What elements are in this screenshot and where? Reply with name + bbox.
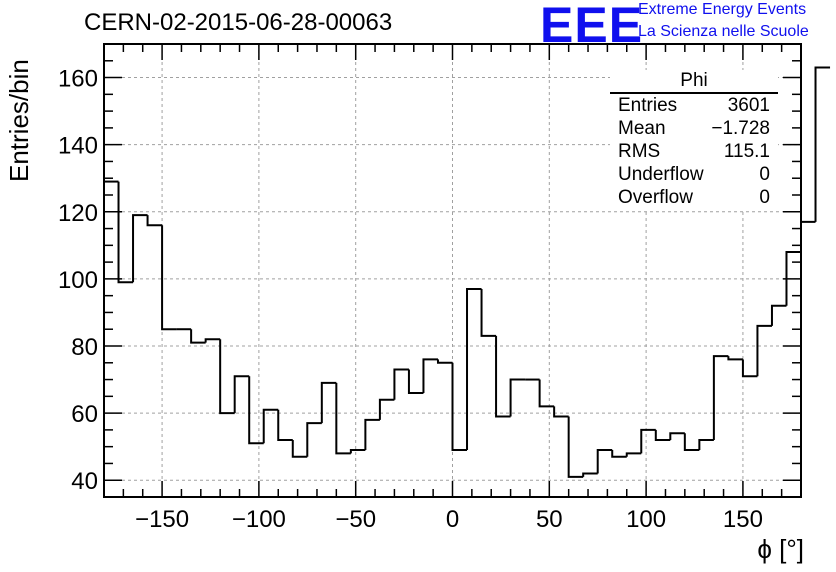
stats-value: 0 xyxy=(759,164,770,185)
stats-value: 3601 xyxy=(727,95,770,116)
histogram-bin xyxy=(349,449,366,454)
histogram-bin xyxy=(451,362,468,452)
stats-label: RMS xyxy=(618,141,661,162)
stats-title: Phi xyxy=(610,70,778,94)
histogram-bin xyxy=(640,428,656,454)
histogram-bin xyxy=(436,359,453,364)
histogram-bin xyxy=(654,429,671,441)
histogram-bin xyxy=(712,355,729,440)
histogram-bin xyxy=(683,433,700,452)
y-tick-label: 140 xyxy=(58,133,98,160)
histogram-bin xyxy=(190,329,206,344)
stats-value: −1.728 xyxy=(711,118,770,139)
stats-label: Mean xyxy=(618,118,666,139)
histogram-bin xyxy=(306,422,322,457)
histogram-bin xyxy=(262,408,279,444)
x-tick-label: −100 xyxy=(232,506,286,533)
y-tick-label: 100 xyxy=(58,267,98,294)
histogram-bin xyxy=(538,379,555,408)
logo-line-2: La Scienza nelle Scuole xyxy=(638,23,809,40)
histogram-bin xyxy=(132,214,148,283)
histogram-bin xyxy=(553,406,569,418)
histogram-bin xyxy=(364,418,380,451)
histogram-bin xyxy=(219,339,235,415)
histogram-bin xyxy=(320,381,337,424)
stats-label: Entries xyxy=(618,95,678,116)
stats-row-underflow: Underflow 0 xyxy=(610,163,778,186)
histogram-bin xyxy=(378,398,395,420)
histogram-bin xyxy=(495,335,511,418)
x-tick-label: 150 xyxy=(723,506,763,533)
x-tick-label: −50 xyxy=(335,506,376,533)
x-tick-label: 0 xyxy=(446,506,459,533)
y-tick-label: 60 xyxy=(71,401,98,428)
histogram-bin xyxy=(466,287,482,451)
histogram-bin xyxy=(422,358,438,393)
chart-title: CERN-02-2015-06-28-00063 xyxy=(84,9,393,36)
histogram-bin xyxy=(407,369,424,394)
histogram-bin xyxy=(596,449,613,474)
y-tick-label: 160 xyxy=(58,66,98,93)
histogram-bin xyxy=(480,288,497,337)
histogram-bin xyxy=(669,432,685,440)
histogram-bin xyxy=(277,409,293,441)
histogram-bin xyxy=(509,378,526,417)
y-tick-label: 80 xyxy=(71,334,98,361)
y-tick-label: 40 xyxy=(71,468,98,495)
stats-row-entries: Entries 3601 xyxy=(610,94,778,117)
stats-row-rms: RMS 115.1 xyxy=(610,140,778,163)
stats-value: 0 xyxy=(759,187,770,208)
histogram-bin xyxy=(335,382,351,455)
logo-line-1: Extreme Energy Events xyxy=(638,1,807,18)
stats-value: 115.1 xyxy=(723,141,770,162)
histogram-bin xyxy=(770,304,787,326)
histogram-bin xyxy=(625,452,642,457)
histogram-bin xyxy=(233,375,250,414)
x-tick-label: −150 xyxy=(135,506,189,533)
histogram-bin xyxy=(117,181,134,284)
histogram-bin xyxy=(756,324,772,377)
histogram-bin xyxy=(727,356,743,361)
stats-row-mean: Mean −1.728 xyxy=(610,117,778,140)
eee-logo: EEE xyxy=(540,0,644,53)
x-axis-label: ϕ [°] xyxy=(757,534,804,564)
histogram-bin xyxy=(698,438,714,451)
x-tick-label: 50 xyxy=(536,506,563,533)
histogram-bin xyxy=(161,225,177,331)
histogram-bin xyxy=(291,439,308,458)
y-axis-label: Entries/bin xyxy=(4,59,34,182)
histogram-bin xyxy=(800,220,816,253)
stats-label: Overflow xyxy=(618,187,693,208)
histogram-bin xyxy=(393,368,409,400)
histogram-bin xyxy=(582,472,598,477)
histogram-bin xyxy=(814,66,831,222)
histogram-bin xyxy=(567,416,584,478)
histogram-bin xyxy=(204,338,221,343)
stats-label: Underflow xyxy=(618,164,704,185)
histogram-bin xyxy=(785,251,801,306)
histogram-bin xyxy=(146,215,163,227)
histogram-bin xyxy=(248,376,264,445)
histogram-bin xyxy=(611,450,627,458)
stats-row-overflow: Overflow 0 xyxy=(610,186,778,209)
stats-box: Phi Entries 3601 Mean −1.728 RMS 115.1 U… xyxy=(610,70,778,209)
x-tick-label: 100 xyxy=(626,506,666,533)
histogram-bin xyxy=(741,359,758,378)
y-tick-label: 120 xyxy=(58,200,98,227)
